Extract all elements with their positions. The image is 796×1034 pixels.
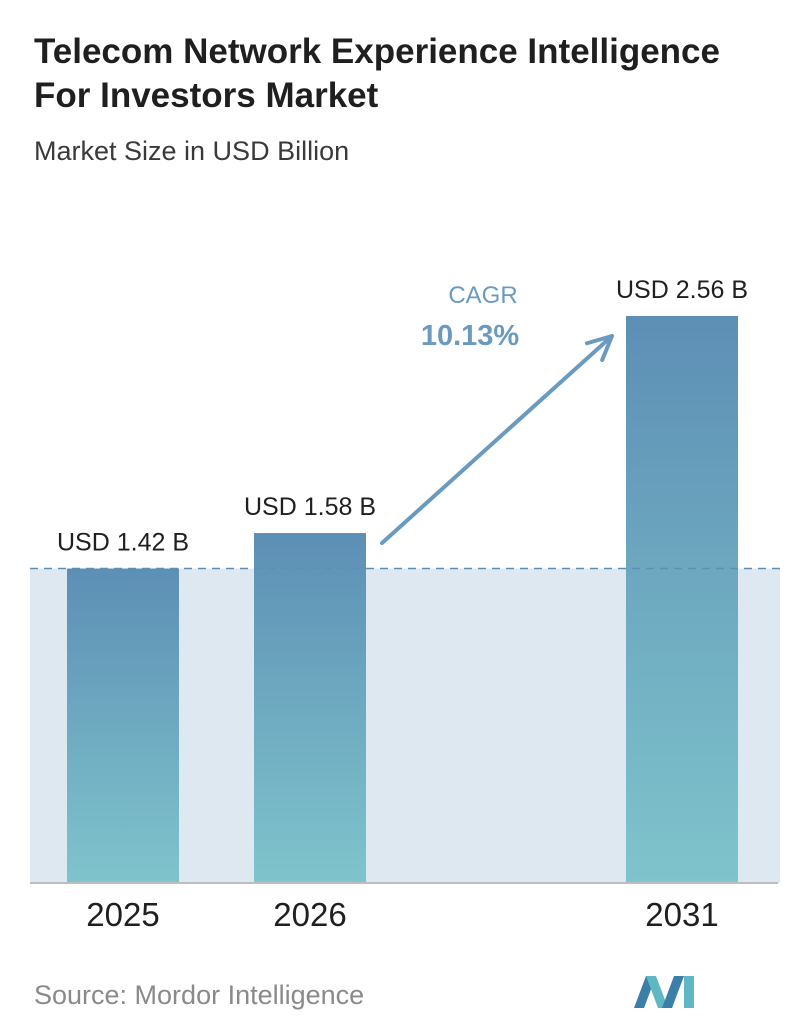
mordor-logo [634, 976, 694, 1008]
x-tick-label-2025: 2025 [86, 896, 159, 933]
cagr-value: 10.13% [421, 320, 520, 352]
cagr-label: CAGR [448, 282, 517, 309]
bar-2025 [67, 568, 179, 883]
source-label: Source: Mordor Intelligence [34, 980, 365, 1010]
value-label-2031: USD 2.56 B [616, 276, 748, 304]
cagr-arrow-line [380, 334, 614, 546]
x-tick-label-2031: 2031 [645, 896, 718, 933]
value-label-2025: USD 1.42 B [57, 528, 189, 556]
bar-2031 [626, 316, 738, 883]
chart-title: Telecom Network Experience Intelligence … [34, 32, 720, 115]
chart-subtitle: Market Size in USD Billion [34, 136, 350, 166]
cagr-arrow-head [585, 334, 614, 363]
bar-2026 [254, 533, 366, 883]
value-label-2026: USD 1.58 B [244, 493, 376, 521]
x-tick-label-2026: 2026 [273, 896, 346, 933]
